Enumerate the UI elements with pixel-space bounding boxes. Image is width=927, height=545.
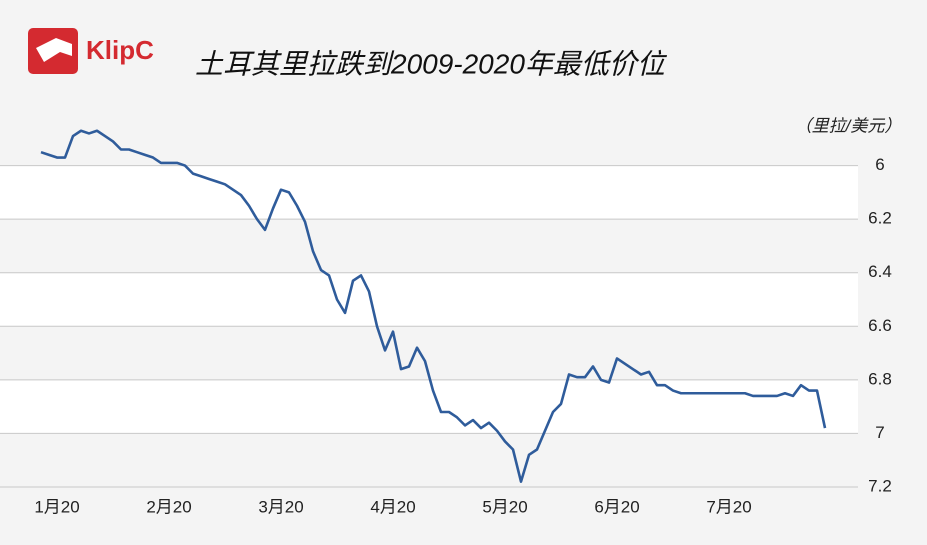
- x-tick-label: 1月20: [34, 497, 79, 516]
- x-tick-label: 5月20: [482, 497, 527, 516]
- y-tick-label: 6.4: [868, 262, 892, 281]
- y-tick-label: 6: [875, 155, 884, 174]
- band: [0, 272, 858, 327]
- band: [0, 165, 858, 220]
- x-tick-label: 4月20: [370, 497, 415, 516]
- y-tick-label: 6.2: [868, 209, 892, 228]
- x-tick-label: 7月20: [706, 497, 751, 516]
- chart-title: 土耳其里拉跌到2009-2020年最低价位: [195, 48, 668, 79]
- x-tick-label: 2月20: [146, 497, 191, 516]
- y-tick-label: 7: [875, 423, 884, 442]
- logo-shape: [36, 38, 72, 62]
- y-tick-label: 7.2: [868, 476, 892, 495]
- line: [40, 129, 827, 483]
- logo-text: KlipC: [86, 35, 154, 65]
- logo: KlipC: [28, 28, 154, 74]
- y-tick-label: 6.6: [868, 316, 892, 335]
- x-tick-label: 6月20: [594, 497, 639, 516]
- y-unit: （里拉/美元）: [795, 116, 902, 135]
- x-tick-label: 3月20: [258, 497, 303, 516]
- y-tick-label: 6.8: [868, 369, 892, 388]
- band: [0, 379, 858, 434]
